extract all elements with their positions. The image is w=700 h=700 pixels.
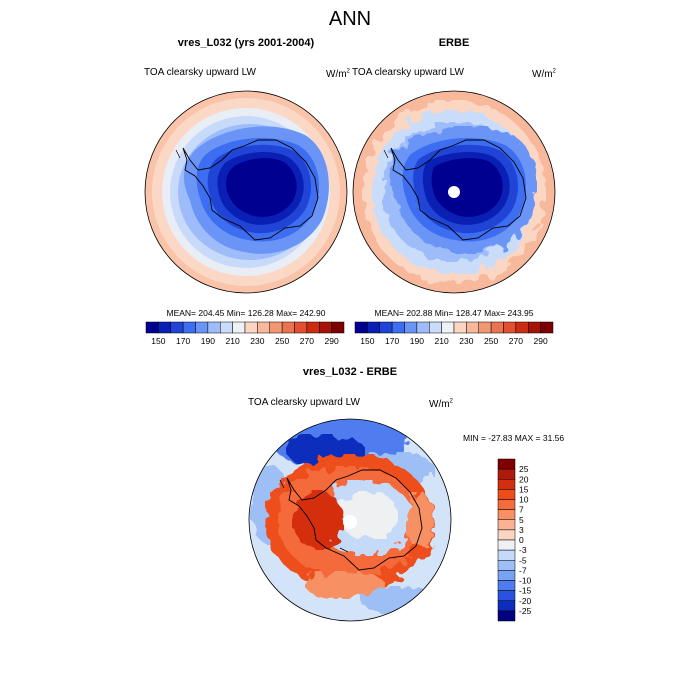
colorbar-panel2-swatch (441, 321, 455, 334)
colorbar-diff-swatch (497, 539, 516, 551)
colorbar-panel2-swatch (540, 321, 554, 334)
colorbar-diff-label: -3 (519, 545, 527, 555)
colorbar-diff-swatch (497, 570, 516, 581)
colorbar-panel1-swatch (331, 321, 345, 334)
colorbar-diff-label: 0 (519, 535, 524, 545)
panel1-units: W/m2 (326, 68, 350, 80)
colorbar-panel2-label: 230 (459, 336, 473, 346)
colorbar-panel2-swatch (379, 321, 393, 334)
colorbar-diff-swatch (497, 560, 516, 571)
panel2-variable-label: TOA clearsky upward LW (352, 67, 464, 78)
panel3-title: vres_L032 - ERBE (302, 366, 398, 378)
colorbar-diff-label: 20 (519, 474, 529, 484)
colorbar-panel1-label: 230 (250, 336, 264, 346)
colorbar-panel1-label: 150 (151, 336, 165, 346)
colorbar-panel1-label: 290 (325, 336, 339, 346)
colorbar-diff-swatch (497, 479, 516, 490)
colorbar-panel1-label: 210 (226, 336, 240, 346)
colorbar-panel2-label: 170 (385, 336, 399, 346)
panel1-title: vres_L032 (yrs 2001-2004) (177, 37, 315, 49)
colorbar-panel2-label: 210 (435, 336, 449, 346)
colorbar-panel1-swatch (158, 321, 171, 334)
colorbar-panel1-swatch (170, 321, 184, 334)
colorbar-diff-swatch (497, 580, 516, 591)
colorbar-panel1-label: 190 (201, 336, 215, 346)
colorbar-diff-label: 25 (519, 464, 529, 474)
colorbar-diff-label: -10 (519, 576, 532, 586)
colorbar-panel2-swatch (429, 321, 442, 334)
colorbar-diff-swatch (497, 489, 516, 500)
colorbar-panel1-label: 170 (176, 336, 190, 346)
colorbar-diff-label: 3 (519, 525, 524, 535)
colorbar-panel1-label: 270 (300, 336, 314, 346)
colorbar-panel2-swatch (404, 321, 418, 334)
colorbar-panel1-swatch (145, 321, 159, 334)
colorbar-panel1-swatch (319, 321, 332, 334)
panel3-units: W/m2 (429, 398, 453, 410)
colorbar-panel1-swatch (207, 321, 221, 334)
colorbar-panel2-label: 270 (509, 336, 523, 346)
panel1-variable-label: TOA clearsky upward LW (144, 67, 256, 78)
colorbar-diff-swatch (497, 519, 516, 531)
colorbar-panel2-swatch (503, 321, 517, 334)
colorbar-panel2-swatch (416, 321, 430, 334)
colorbar-panel2-swatch (490, 321, 504, 334)
colorbar-diff-label: 15 (519, 484, 529, 494)
colorbar-panel1-swatch (232, 321, 246, 334)
colorbar-panel1-swatch (257, 321, 270, 334)
colorbar-panel2-swatch (453, 321, 467, 334)
colorbar-diff-label: -15 (519, 586, 532, 596)
panel3-variable-label: TOA clearsky upward LW (248, 397, 360, 408)
panel3-stats: MIN = -27.83 MAX = 31.56 (463, 433, 565, 443)
colorbar-diff-label: -20 (519, 596, 532, 606)
panel2-units: W/m2 (532, 68, 556, 80)
colorbar-panel2-swatch (478, 321, 492, 334)
colorbar-panel1: 150 170 190 210 230 250 270 290 (145, 321, 345, 346)
colorbar-panel1-swatch (244, 321, 258, 334)
colorbar-panel2: 150 170 190 210 230 250 270 290 (354, 321, 554, 346)
colorbar-diff-swatch (497, 529, 516, 541)
colorbar-diff-label: -25 (519, 606, 532, 616)
colorbar-panel2-label: 250 (484, 336, 498, 346)
colorbar-panel2-label: 190 (410, 336, 424, 346)
colorbar-panel1-swatch (182, 321, 196, 334)
colorbar-diff-swatch (497, 468, 516, 480)
figure-title: ANN (328, 8, 372, 30)
colorbar-panel1-swatch (269, 321, 283, 334)
colorbar-panel2-swatch (391, 321, 405, 334)
colorbar-panel2-label: 290 (534, 336, 548, 346)
colorbar-diff-swatch (497, 458, 516, 470)
map-panel2 (353, 91, 555, 293)
panel2-stats: MEAN= 202.88 Min= 128.47 Max= 243.95 (374, 308, 534, 318)
colorbar-diff-label: 7 (519, 505, 524, 515)
colorbar-diff-label: -5 (519, 555, 527, 565)
colorbar-panel1-swatch (195, 321, 209, 334)
colorbar-panel1-swatch (220, 321, 233, 334)
colorbar-diff-swatch (497, 600, 516, 612)
colorbar-diff-label: 5 (519, 515, 524, 525)
colorbar-panel2-swatch (515, 321, 529, 334)
colorbar-panel1-swatch (294, 321, 308, 334)
colorbar-diff-swatch (497, 610, 516, 622)
colorbar-panel2-swatch (367, 321, 380, 334)
colorbar-panel2-swatch (354, 321, 368, 334)
map-panel1 (145, 91, 347, 293)
panel2-title: ERBE (438, 37, 470, 49)
colorbar-diff-swatch (497, 509, 516, 520)
colorbar-panel1-swatch (281, 321, 295, 334)
map-panel3 (249, 419, 451, 621)
colorbar-diff-label: -7 (519, 565, 527, 575)
colorbar-panel1-swatch (306, 321, 320, 334)
colorbar-panel2-swatch (466, 321, 479, 334)
colorbar-diff-label: 10 (519, 495, 529, 505)
colorbar-diff-swatch (497, 590, 516, 601)
panel1-stats: MEAN= 204.45 Min= 126.28 Max= 242.90 (166, 308, 326, 318)
colorbar-diff-swatch (497, 549, 516, 561)
colorbar-panel1-label: 250 (275, 336, 289, 346)
colorbar-diff-swatch (497, 499, 516, 510)
colorbar-panel2-swatch (528, 321, 541, 334)
colorbar-panel2-label: 150 (360, 336, 374, 346)
